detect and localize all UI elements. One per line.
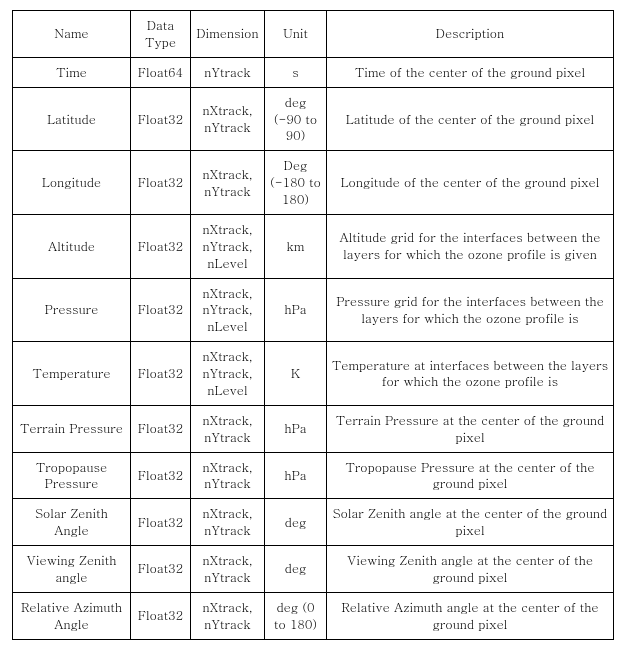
- cell-unit: deg: [265, 546, 327, 593]
- cell-desc: Tropopause Pressure at the center of the…: [327, 452, 614, 499]
- cell-desc: Relative Azimuth angle at the center of …: [327, 592, 614, 639]
- cell-dim: nXtrack, nYtrack: [191, 405, 265, 452]
- cell-dtype: Float32: [131, 278, 191, 342]
- cell-dtype: Float32: [131, 214, 191, 278]
- table-row: Latitude Float32 nXtrack, nYtrack deg (-…: [13, 87, 614, 151]
- table-row: Terrain Pressure Float32 nXtrack, nYtrac…: [13, 405, 614, 452]
- cell-desc: Viewing Zenith angle at the center of th…: [327, 546, 614, 593]
- cell-dtype: Float64: [131, 57, 191, 87]
- cell-name: Latitude: [13, 87, 131, 151]
- cell-dim: nXtrack, nYtrack: [191, 499, 265, 546]
- cell-unit: deg (-90 to 90): [265, 87, 327, 151]
- cell-desc: Temperature at interfaces between the la…: [327, 342, 614, 406]
- cell-unit: km: [265, 214, 327, 278]
- table-body: Time Float64 nYtrack s Time of the cente…: [13, 57, 614, 639]
- cell-dim: nYtrack: [191, 57, 265, 87]
- cell-dim: nXtrack, nYtrack, nLevel: [191, 278, 265, 342]
- table-row: Relative Azimuth Angle Float32 nXtrack, …: [13, 592, 614, 639]
- cell-dim: nXtrack, nYtrack: [191, 452, 265, 499]
- table-header-row: Name Data Type Dimension Unit Descriptio…: [13, 11, 614, 58]
- table-header: Name Data Type Dimension Unit Descriptio…: [13, 11, 614, 58]
- cell-name: Tropopause Pressure: [13, 452, 131, 499]
- cell-dtype: Float32: [131, 405, 191, 452]
- col-header-unit: Unit: [265, 11, 327, 58]
- cell-name: Solar Zenith Angle: [13, 499, 131, 546]
- cell-name: Terrain Pressure: [13, 405, 131, 452]
- cell-unit: hPa: [265, 278, 327, 342]
- col-header-description: Description: [327, 11, 614, 58]
- cell-unit: s: [265, 57, 327, 87]
- cell-desc: Terrain Pressure at the center of the gr…: [327, 405, 614, 452]
- cell-dtype: Float32: [131, 546, 191, 593]
- cell-dim: nXtrack, nYtrack: [191, 592, 265, 639]
- cell-dtype: Float32: [131, 499, 191, 546]
- col-header-name: Name: [13, 11, 131, 58]
- cell-name: Time: [13, 57, 131, 87]
- cell-desc: Latitude of the center of the ground pix…: [327, 87, 614, 151]
- cell-name: Temperature: [13, 342, 131, 406]
- cell-dim: nXtrack, nYtrack, nLevel: [191, 342, 265, 406]
- cell-desc: Solar Zenith angle at the center of the …: [327, 499, 614, 546]
- cell-unit: K: [265, 342, 327, 406]
- cell-desc: Pressure grid for the interfaces between…: [327, 278, 614, 342]
- cell-dim: nXtrack, nYtrack, nLevel: [191, 214, 265, 278]
- table-row: Altitude Float32 nXtrack, nYtrack, nLeve…: [13, 214, 614, 278]
- table-row: Longitude Float32 nXtrack, nYtrack Deg (…: [13, 151, 614, 215]
- cell-dtype: Float32: [131, 592, 191, 639]
- col-header-dimension: Dimension: [191, 11, 265, 58]
- geolocation-fields-table: Name Data Type Dimension Unit Descriptio…: [12, 10, 614, 640]
- table-container: Name Data Type Dimension Unit Descriptio…: [0, 0, 626, 650]
- cell-desc: Longitude of the center of the ground pi…: [327, 151, 614, 215]
- cell-dtype: Float32: [131, 452, 191, 499]
- cell-dim: nXtrack, nYtrack: [191, 87, 265, 151]
- cell-desc: Altitude grid for the interfaces between…: [327, 214, 614, 278]
- cell-unit: deg: [265, 499, 327, 546]
- table-row: Tropopause Pressure Float32 nXtrack, nYt…: [13, 452, 614, 499]
- cell-dtype: Float32: [131, 87, 191, 151]
- cell-desc: Time of the center of the ground pixel: [327, 57, 614, 87]
- col-header-data-type: Data Type: [131, 11, 191, 58]
- cell-dtype: Float32: [131, 151, 191, 215]
- cell-dtype: Float32: [131, 342, 191, 406]
- cell-unit: deg (0 to 180): [265, 592, 327, 639]
- cell-name: Longitude: [13, 151, 131, 215]
- cell-name: Relative Azimuth Angle: [13, 592, 131, 639]
- table-row: Time Float64 nYtrack s Time of the cente…: [13, 57, 614, 87]
- table-row: Viewing Zenith angle Float32 nXtrack, nY…: [13, 546, 614, 593]
- cell-name: Altitude: [13, 214, 131, 278]
- cell-name: Viewing Zenith angle: [13, 546, 131, 593]
- table-row: Solar Zenith Angle Float32 nXtrack, nYtr…: [13, 499, 614, 546]
- cell-name: Pressure: [13, 278, 131, 342]
- cell-unit: Deg (-180 to 180): [265, 151, 327, 215]
- cell-dim: nXtrack, nYtrack: [191, 546, 265, 593]
- cell-unit: hPa: [265, 405, 327, 452]
- table-row: Pressure Float32 nXtrack, nYtrack, nLeve…: [13, 278, 614, 342]
- cell-unit: hPa: [265, 452, 327, 499]
- table-row: Temperature Float32 nXtrack, nYtrack, nL…: [13, 342, 614, 406]
- cell-dim: nXtrack, nYtrack: [191, 151, 265, 215]
